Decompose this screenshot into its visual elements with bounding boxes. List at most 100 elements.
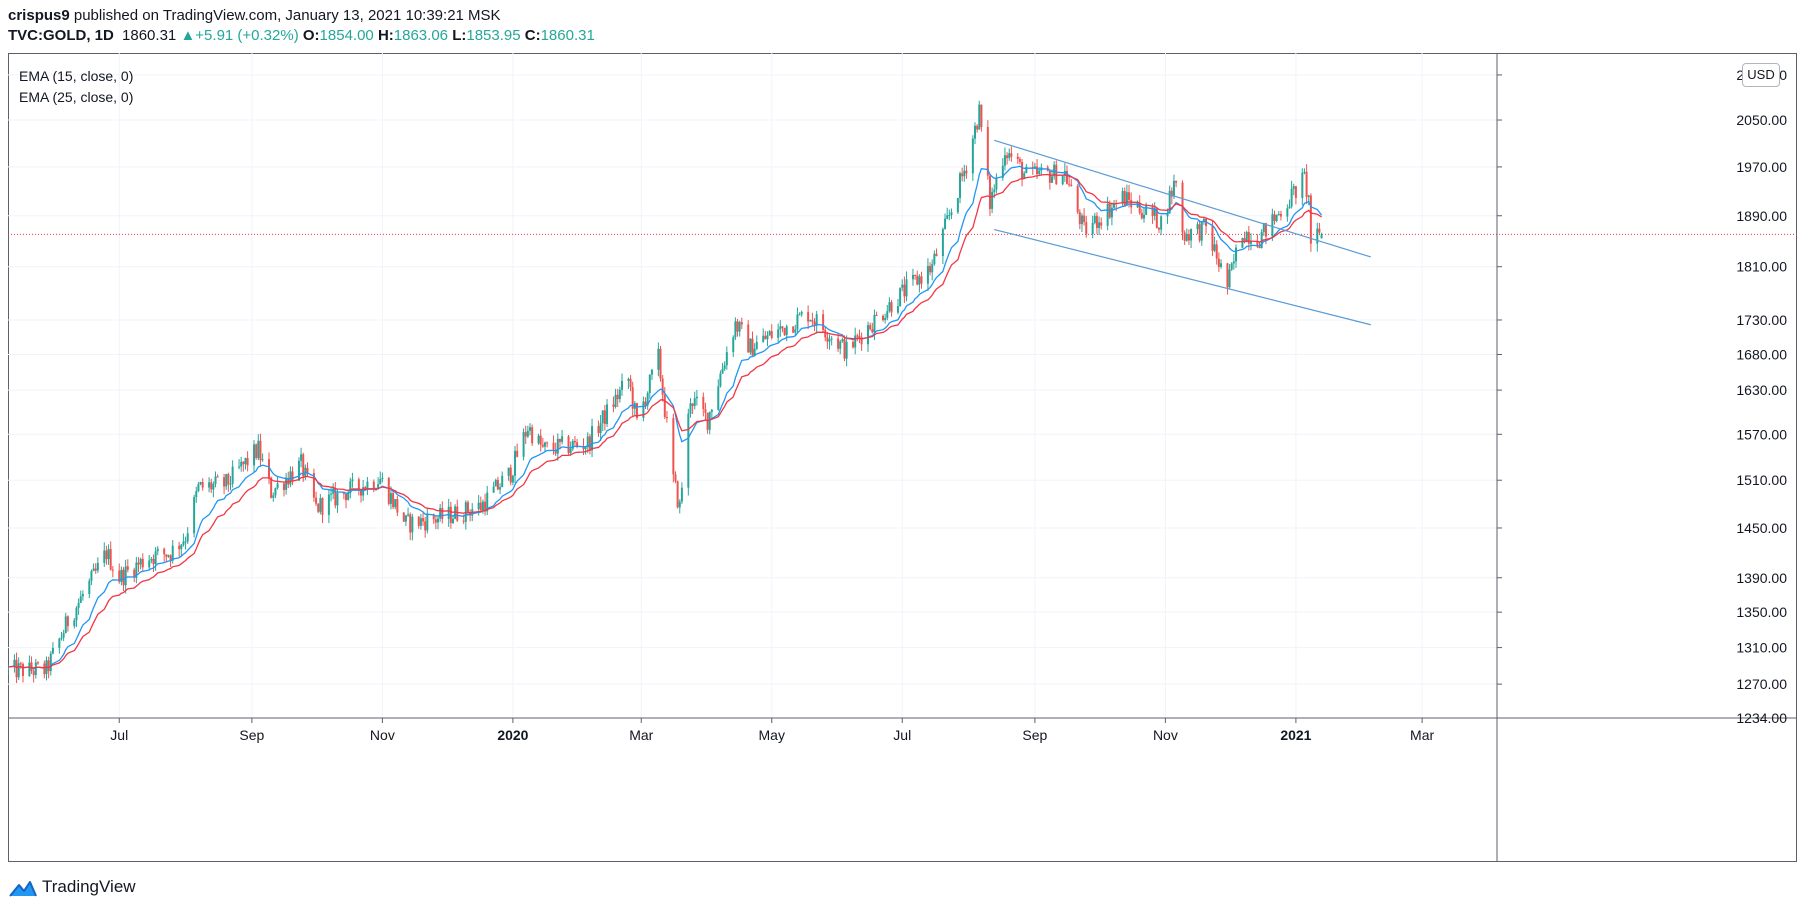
candle-69 [214, 471, 217, 488]
candle-418 [1260, 229, 1263, 249]
currency-label[interactable]: USD [1742, 63, 1780, 87]
candle-199 [603, 404, 606, 431]
symbol-name: TVC:GOLD [8, 27, 87, 44]
candle-363 [1095, 212, 1098, 234]
candle-389 [1172, 174, 1175, 199]
candle-53 [167, 554, 170, 558]
candle-112 [345, 492, 348, 509]
candle-322 [973, 122, 976, 145]
candle-83 [257, 434, 260, 461]
candle-45 [141, 553, 144, 571]
candle-134 [409, 512, 412, 541]
candle-11 [43, 660, 46, 679]
candle-130 [396, 495, 399, 517]
candle-236 [717, 379, 720, 411]
candle-184 [558, 438, 561, 450]
channel-upper-line[interactable] [994, 139, 1371, 258]
candle-396 [1196, 221, 1199, 235]
x-tick-label-1: Sep [239, 727, 264, 743]
candle-80 [246, 451, 249, 472]
candle-302 [914, 274, 917, 280]
candle-422 [1273, 210, 1276, 225]
candle-303 [916, 270, 919, 286]
candle-338 [1021, 158, 1024, 187]
candle-332 [1003, 147, 1006, 171]
price-chart[interactable]: 2130.002050.001970.001890.001810.001730.… [8, 53, 1797, 862]
candle-89 [274, 487, 277, 499]
candle-385 [1160, 215, 1163, 236]
candle-246 [747, 320, 750, 353]
candle-293 [886, 304, 889, 321]
candle-304 [918, 274, 921, 293]
candle-423 [1275, 214, 1278, 223]
candle-100 [306, 462, 309, 477]
candle-436 [1316, 222, 1319, 252]
candle-207 [629, 375, 632, 392]
open-value: 1854.00 [319, 27, 374, 44]
candle-193 [586, 432, 589, 454]
x-tick-label-6: Jul [893, 727, 911, 743]
candle-208 [631, 381, 634, 417]
candle-176 [537, 433, 540, 445]
ema-line-25 [8, 173, 1322, 669]
candle-328 [991, 187, 994, 214]
candle-258 [781, 326, 784, 333]
candle-111 [342, 492, 345, 500]
trend-channel[interactable] [994, 139, 1371, 326]
candle-285 [860, 332, 863, 351]
candle-267 [809, 319, 812, 322]
ema-line-15 [8, 165, 1323, 670]
x-tick-label-0: Jul [110, 727, 128, 743]
low-label: L: [452, 27, 467, 44]
candle-217 [659, 345, 662, 382]
candle-299 [903, 276, 906, 303]
candle-221 [672, 413, 675, 483]
candle-240 [725, 346, 728, 370]
legend-ema25[interactable]: EMA (25, close, 0) [19, 89, 134, 105]
candle-237 [719, 370, 722, 388]
candle-381 [1151, 203, 1154, 224]
candle-187 [569, 441, 572, 456]
candle-213 [646, 391, 649, 410]
candle-437 [1318, 222, 1321, 236]
candle-23 [77, 598, 80, 615]
candle-63 [197, 481, 200, 493]
candle-31 [103, 542, 106, 567]
candle-6 [28, 655, 31, 677]
high-label: H: [377, 27, 394, 44]
candle-362 [1093, 212, 1096, 225]
candle-274 [828, 334, 831, 350]
candle-427 [1288, 199, 1291, 209]
y-tick-label-15: 1234.00 [1736, 710, 1787, 726]
candle-5 [21, 662, 24, 683]
candle-227 [689, 398, 692, 418]
publisher-name[interactable]: crispus9 [8, 7, 70, 24]
candle-259 [783, 327, 786, 336]
legend-ema15[interactable]: EMA (15, close, 0) [19, 68, 134, 84]
candle-46 [148, 554, 151, 571]
candle-188 [571, 439, 574, 452]
candle-379 [1143, 207, 1146, 223]
candle-372 [1123, 187, 1126, 207]
candle-408 [1230, 262, 1233, 272]
x-tick-label-7: Sep [1022, 727, 1047, 743]
candle-359 [1083, 208, 1086, 226]
candle-271 [822, 309, 825, 333]
candle-81 [253, 440, 256, 473]
channel-lower-line[interactable] [994, 228, 1371, 326]
candle-75 [231, 460, 234, 488]
candle-268 [811, 312, 814, 326]
candle-144 [439, 504, 442, 522]
candle-433 [1305, 164, 1308, 204]
candle-131 [402, 511, 405, 522]
candle-316 [956, 197, 959, 215]
candle-27 [90, 569, 93, 586]
candle-391 [1181, 180, 1184, 241]
candle-172 [524, 425, 527, 445]
brand-name[interactable]: TradingView [42, 877, 136, 896]
candle-257 [779, 320, 782, 337]
open-label: O: [302, 27, 320, 44]
candle-76 [238, 459, 241, 470]
candle-435 [1309, 193, 1312, 252]
y-tick-label-1: 2050.00 [1736, 112, 1787, 128]
